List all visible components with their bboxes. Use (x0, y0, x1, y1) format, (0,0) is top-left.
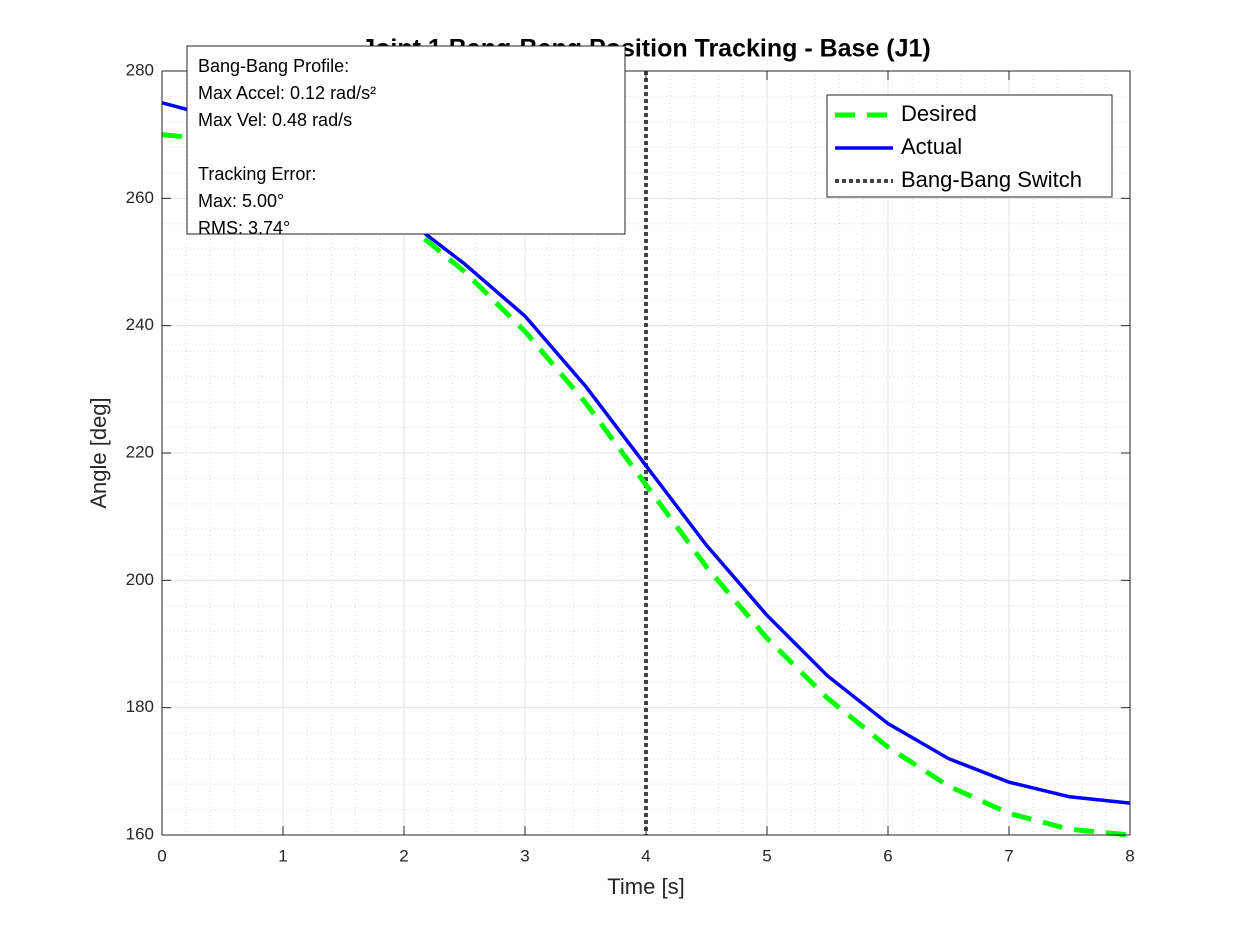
x-tick-label: 4 (641, 846, 650, 865)
annotation-text: Tracking Error: (198, 164, 316, 184)
annotation-text: Max Vel: 0.48 rad/s (198, 110, 352, 130)
legend-label: Desired (901, 101, 977, 126)
x-tick-label: 7 (1004, 846, 1013, 865)
y-tick-label: 280 (126, 60, 154, 79)
x-tick-label: 0 (157, 846, 166, 865)
y-axis-label: Angle [deg] (86, 397, 111, 508)
x-tick-label: 5 (762, 846, 771, 865)
legend-label: Actual (901, 134, 962, 159)
y-tick-label: 240 (126, 315, 154, 334)
x-tick-label: 6 (883, 846, 892, 865)
y-tick-label: 180 (126, 697, 154, 716)
annotation-text: Max Accel: 0.12 rad/s² (198, 83, 376, 103)
annotation-text: Max: 5.00° (198, 191, 284, 211)
annotation-text: Bang-Bang Profile: (198, 56, 349, 76)
x-tick-label: 1 (278, 846, 287, 865)
annotation-text: RMS: 3.74° (198, 218, 290, 238)
y-tick-label: 260 (126, 188, 154, 207)
x-tick-label: 8 (1125, 846, 1134, 865)
legend-label: Bang-Bang Switch (901, 167, 1082, 192)
legend-box (826, 94, 1113, 198)
x-axis-label: Time [s] (607, 874, 684, 899)
annotation: Bang-Bang Profile: Max Accel: 0.12 rad/s²… (186, 45, 626, 238)
legend: Desired Actual Bang-Bang Switch (826, 94, 1113, 198)
y-tick-label: 220 (126, 442, 154, 461)
y-tick-label: 200 (126, 570, 154, 589)
y-tick-label: 160 (126, 824, 154, 843)
x-tick-label: 2 (399, 846, 408, 865)
axes: 0 1 2 3 4 5 6 7 8 160 180 200 220 240 260 280 (126, 60, 1135, 865)
x-tick-label: 3 (520, 846, 529, 865)
annotation-box (186, 45, 626, 235)
